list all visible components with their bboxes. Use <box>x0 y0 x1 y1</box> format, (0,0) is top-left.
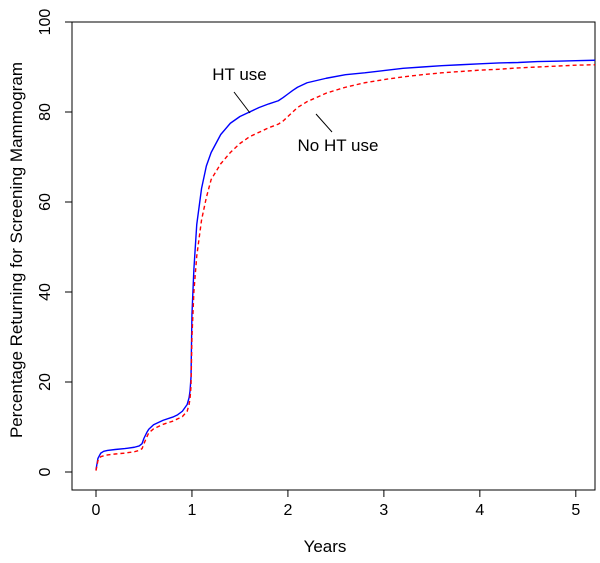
y-tick-label: 100 <box>37 9 54 36</box>
y-tick-label: 60 <box>37 193 54 211</box>
y-tick-label: 0 <box>37 467 54 476</box>
x-tick-label: 4 <box>475 502 484 519</box>
x-tick-label: 0 <box>92 502 101 519</box>
annotation-label: No HT use <box>298 136 379 155</box>
x-axis-label: Years <box>304 537 347 556</box>
y-axis-label: Percentage Returning for Screening Mammo… <box>7 62 26 438</box>
x-tick-label: 1 <box>188 502 197 519</box>
series-line-1 <box>95 64 596 471</box>
y-tick-label: 40 <box>37 283 54 301</box>
annotation-leader-line <box>315 113 333 133</box>
annotation-label: HT use <box>212 65 267 84</box>
series-line-0 <box>95 59 596 470</box>
y-tick-label: 80 <box>37 103 54 121</box>
plot-frame <box>71 21 596 491</box>
y-tick-label: 20 <box>37 373 54 391</box>
annotation-leader-line <box>233 91 251 114</box>
x-tick-label: 5 <box>571 502 580 519</box>
x-tick-label: 3 <box>379 502 388 519</box>
x-tick-label: 2 <box>283 502 292 519</box>
